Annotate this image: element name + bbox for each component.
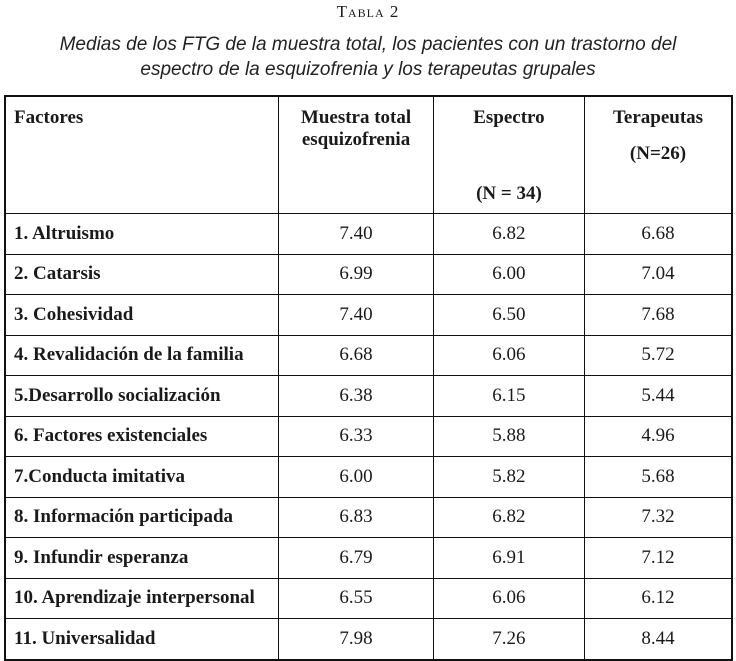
espectro-cell: 6.00 — [432, 253, 586, 295]
terapeutas-cell: 7.12 — [584, 537, 733, 579]
header-muestra-total: Muestra total esquizofrenia — [278, 95, 434, 214]
muestra-cell: 7.98 — [278, 618, 434, 660]
terapeutas-cell: 7.32 — [584, 496, 733, 538]
muestra-cell: 7.40 — [278, 213, 434, 255]
caption-line-1: Medias de los FTG de la muestra total, l… — [59, 34, 677, 55]
table-row: 7.Conducta imitativa 6.00 5.82 5.68 — [4, 456, 733, 498]
muestra-cell: 6.79 — [278, 537, 434, 579]
muestra-cell: 6.55 — [278, 577, 434, 619]
factor-cell: 9. Infundir esperanza — [4, 537, 280, 579]
muestra-cell: 6.33 — [278, 415, 434, 457]
header-muestra-line-1: Muestra total — [300, 107, 412, 128]
header-terapeutas-n: (N=26) — [629, 143, 687, 164]
muestra-cell: 6.38 — [278, 375, 434, 417]
table-row: 10. Aprendizaje interpersonal 6.55 6.06 … — [4, 577, 733, 619]
caption-line-2: espectro de la esquizofrenia y los terap… — [140, 59, 596, 80]
header-factores: Factores — [4, 95, 280, 214]
espectro-cell: 6.06 — [432, 577, 586, 619]
ftg-means-table: Factores Muestra total esquizofrenia Esp… — [4, 95, 733, 661]
factor-cell: 4. Revalidación de la familia — [4, 334, 280, 376]
table-row: 2. Catarsis 6.99 6.00 7.04 — [4, 253, 733, 295]
header-espectro-n: (N = 34) — [476, 183, 542, 204]
factor-cell: 7.Conducta imitativa — [4, 456, 280, 498]
factor-cell: 5.Desarrollo socialización — [4, 375, 280, 417]
table-label: Tabla 2 — [336, 2, 400, 21]
header-muestra-line-2: esquizofrenia — [301, 129, 411, 150]
table-row: 4. Revalidación de la familia 6.68 6.06 … — [4, 334, 733, 376]
factor-cell: 6. Factores existenciales — [4, 415, 280, 457]
espectro-cell: 6.82 — [432, 213, 586, 255]
muestra-cell: 6.83 — [278, 496, 434, 538]
terapeutas-cell: 5.72 — [584, 334, 733, 376]
espectro-cell: 6.82 — [432, 496, 586, 538]
factor-cell: 11. Universalidad — [4, 618, 280, 660]
terapeutas-cell: 5.68 — [584, 456, 733, 498]
header-terapeutas-label: Terapeutas — [612, 107, 704, 128]
table-row: 1. Altruismo 7.40 6.82 6.68 — [4, 213, 733, 255]
table-row: 6. Factores existenciales 6.33 5.88 4.96 — [4, 415, 733, 457]
espectro-cell: 6.06 — [432, 334, 586, 376]
header-row: Factores Muestra total esquizofrenia Esp… — [4, 95, 733, 214]
table-row: 11. Universalidad 7.98 7.26 8.44 — [4, 618, 733, 660]
muestra-cell: 7.40 — [278, 294, 434, 336]
espectro-cell: 5.82 — [432, 456, 586, 498]
header-espectro-label: Espectro — [473, 107, 545, 128]
terapeutas-cell: 7.04 — [584, 253, 733, 295]
table-row: 3. Cohesividad 7.40 6.50 7.68 — [4, 294, 733, 336]
header-terapeutas: Terapeutas (N=26) — [584, 95, 733, 214]
espectro-cell: 6.50 — [432, 294, 586, 336]
terapeutas-cell: 8.44 — [584, 618, 733, 660]
terapeutas-cell: 7.68 — [584, 294, 733, 336]
terapeutas-cell: 4.96 — [584, 415, 733, 457]
muestra-cell: 6.68 — [278, 334, 434, 376]
factor-cell: 2. Catarsis — [4, 253, 280, 295]
table-row: 8. Información participada 6.83 6.82 7.3… — [4, 496, 733, 538]
factor-cell: 1. Altruismo — [4, 213, 280, 255]
factor-cell: 3. Cohesividad — [4, 294, 280, 336]
espectro-cell: 5.88 — [432, 415, 586, 457]
muestra-cell: 6.00 — [278, 456, 434, 498]
terapeutas-cell: 6.68 — [584, 213, 733, 255]
terapeutas-cell: 5.44 — [584, 375, 733, 417]
table-caption: Medias de los FTG de la muestra total, l… — [0, 32, 736, 82]
table-row: 5.Desarrollo socialización 6.38 6.15 5.4… — [4, 375, 733, 417]
table-row: 9. Infundir esperanza 6.79 6.91 7.12 — [4, 537, 733, 579]
factor-cell: 8. Información participada — [4, 496, 280, 538]
espectro-cell: 7.26 — [432, 618, 586, 660]
muestra-cell: 6.99 — [278, 253, 434, 295]
espectro-cell: 6.91 — [432, 537, 586, 579]
factor-cell: 10. Aprendizaje interpersonal — [4, 577, 280, 619]
terapeutas-cell: 6.12 — [584, 577, 733, 619]
espectro-cell: 6.15 — [432, 375, 586, 417]
header-espectro: Espectro (N = 34) — [432, 95, 586, 214]
